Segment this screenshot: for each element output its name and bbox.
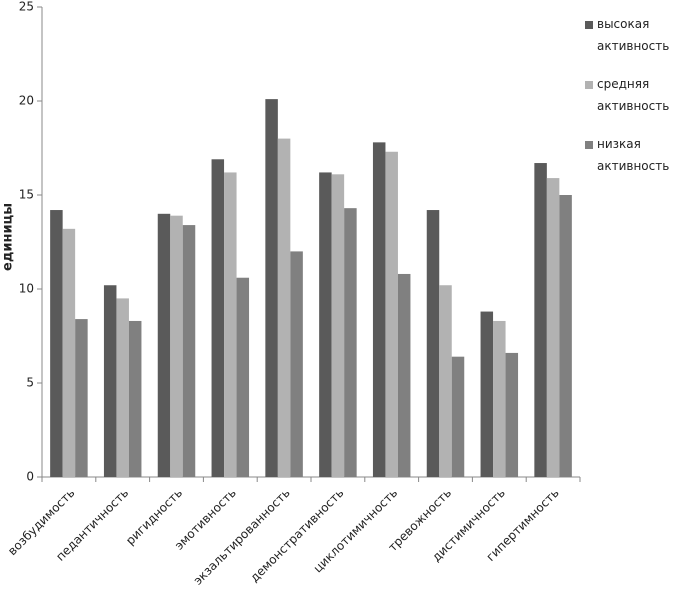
legend-swatch	[585, 81, 593, 89]
bar	[62, 228, 76, 477]
bar	[157, 213, 171, 478]
y-tick-label: 25	[19, 0, 34, 14]
bar	[385, 151, 398, 477]
y-tick-label: 15	[19, 188, 34, 202]
legend-label: низкая активность	[597, 137, 670, 173]
bar	[439, 285, 452, 477]
bar	[224, 172, 237, 477]
legend-swatch	[585, 141, 593, 149]
bar	[493, 320, 506, 477]
bar	[236, 277, 250, 477]
legend-label: средняя активность	[597, 77, 670, 113]
legend-item: высокая активность	[585, 17, 676, 78]
bar	[103, 285, 117, 477]
bar	[480, 311, 494, 477]
bar	[372, 142, 386, 478]
bar	[559, 195, 572, 477]
bar	[182, 225, 196, 477]
bar	[344, 208, 357, 477]
legend-label: высокая активность	[597, 17, 670, 53]
bar	[50, 210, 63, 478]
legend-item: низкая активность	[585, 137, 676, 198]
legend-swatch	[585, 21, 593, 29]
bar	[319, 172, 332, 477]
bar	[426, 210, 440, 478]
legend-item: средняя активность	[585, 77, 676, 138]
bar	[265, 99, 278, 478]
x-tick-label: экзальтированность	[191, 486, 293, 588]
bar	[534, 163, 547, 478]
y-axis-label: единицы	[1, 203, 16, 271]
bar	[397, 273, 411, 477]
x-tick-label: демонстративность	[247, 486, 346, 585]
bar	[211, 159, 225, 477]
bar	[331, 174, 345, 477]
y-tick-label: 20	[19, 94, 34, 108]
bar	[75, 319, 88, 477]
y-tick-label: 10	[19, 282, 34, 296]
y-tick-label: 5	[26, 376, 34, 390]
legend: высокая активность средняя активность низк…	[585, 17, 676, 198]
bar	[128, 320, 142, 477]
bar	[451, 356, 465, 477]
bar	[116, 298, 129, 477]
bar	[505, 352, 519, 477]
bar	[277, 138, 291, 477]
bar	[170, 215, 183, 477]
bar	[546, 178, 560, 477]
bar	[290, 251, 303, 477]
y-tick-label: 0	[26, 470, 34, 484]
